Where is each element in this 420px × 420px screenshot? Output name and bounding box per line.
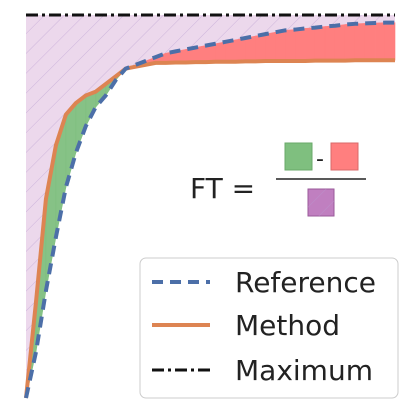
loss-fill-segment <box>324 25 336 61</box>
series-lines <box>24 13 395 399</box>
method-line <box>24 58 395 399</box>
loss-fill-segment <box>344 23 356 61</box>
loss-fill-segment <box>245 35 256 62</box>
ft-formula: FT = - <box>190 142 366 217</box>
formula-red-swatch <box>330 142 359 171</box>
loss-fill-segment <box>294 28 306 62</box>
legend-method-label: Method <box>235 309 340 342</box>
formula-lhs: FT = <box>190 172 255 205</box>
loss-fill-segment <box>235 37 246 63</box>
area-fills <box>25 15 396 399</box>
max-region-hatch <box>26 15 395 398</box>
loss-fill-segment <box>314 26 326 61</box>
legend-reference-label: Reference <box>235 266 376 299</box>
loss-fill-segment <box>265 31 276 62</box>
legend: Reference Method Maximum <box>139 257 399 399</box>
loss-fill-segment <box>334 24 346 61</box>
loss-fill-segment <box>275 29 286 62</box>
formula-green-swatch <box>284 142 313 171</box>
formula-purple-hatch <box>308 189 334 216</box>
loss-fill-segment <box>364 22 376 61</box>
loss-fill-segment <box>215 41 226 63</box>
legend-maximum-label: Maximum <box>235 354 373 387</box>
loss-fill-segment <box>374 22 386 61</box>
formula-minus: - <box>316 147 324 172</box>
loss-fill-segment <box>384 22 396 61</box>
legend-box <box>139 257 399 399</box>
loss-fill-segment <box>255 33 266 62</box>
loss-fill-segment <box>354 23 366 61</box>
loss-fill-segment <box>304 27 316 62</box>
reference-line <box>24 20 395 399</box>
loss-fill-segment <box>284 29 296 62</box>
